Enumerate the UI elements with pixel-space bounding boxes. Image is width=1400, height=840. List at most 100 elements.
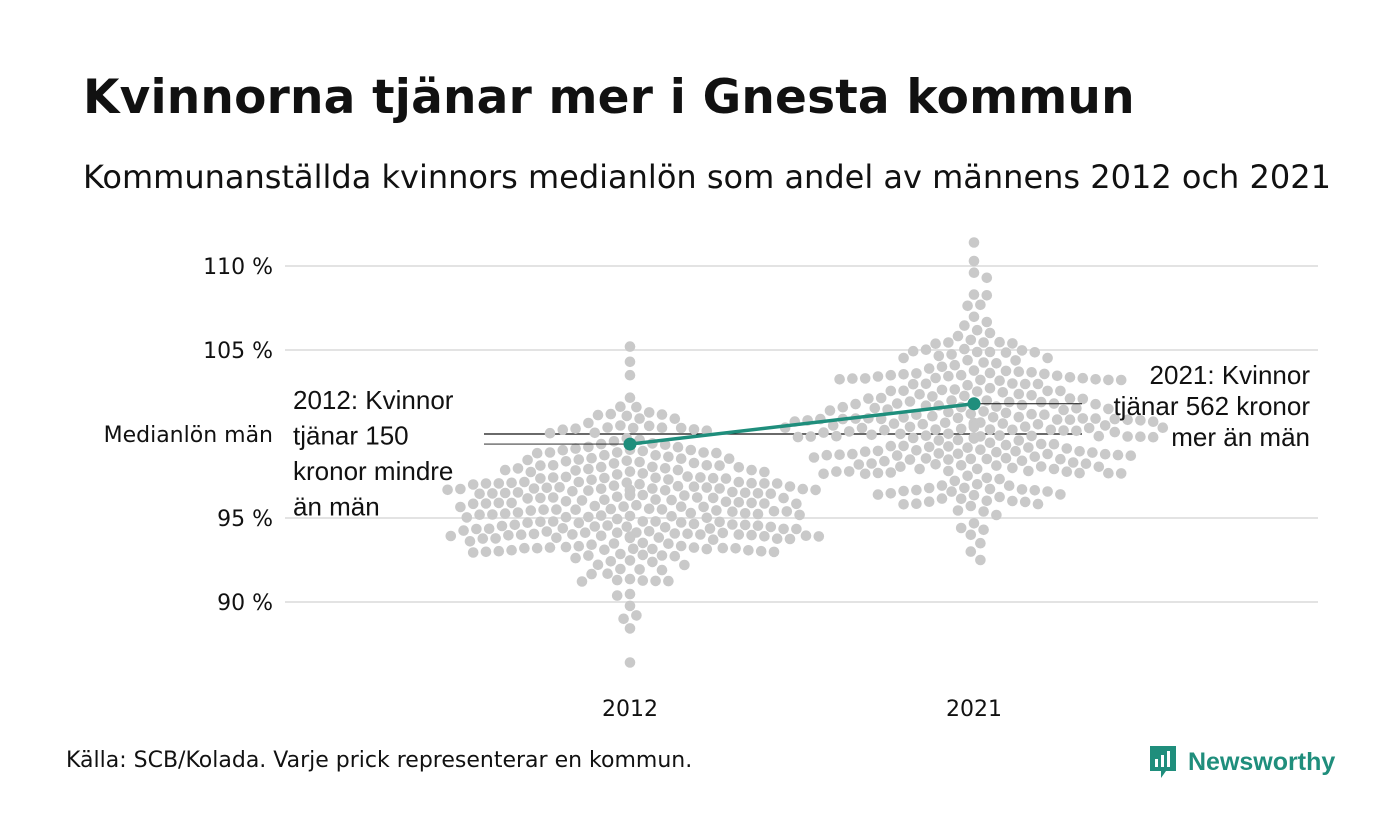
municipality-dot [898, 369, 909, 380]
municipality-dot [698, 501, 709, 513]
municipality-dot [827, 420, 839, 431]
municipality-dot [943, 441, 954, 452]
municipality-dot [971, 346, 983, 358]
municipality-dot [955, 493, 967, 505]
municipality-dot [1029, 485, 1041, 496]
municipality-dot [461, 512, 473, 523]
municipality-dot [907, 378, 919, 390]
municipality-dot [1035, 461, 1047, 472]
municipality-dot [576, 495, 588, 506]
municipality-dot [464, 536, 476, 547]
municipality-dot [663, 575, 674, 587]
municipality-dot [962, 300, 973, 312]
municipality-dot [834, 374, 845, 385]
municipality-dot [605, 408, 617, 420]
municipality-dot [955, 369, 967, 381]
municipality-dot [984, 424, 996, 435]
municipality-dot [843, 426, 855, 437]
municipality-dot [599, 472, 610, 484]
municipality-dot [650, 494, 661, 505]
brand-logo[interactable]: Newsworthy [1148, 744, 1335, 780]
municipality-dot [759, 531, 770, 542]
municipality-dot [875, 392, 887, 404]
municipality-dot [547, 516, 559, 527]
municipality-dot [624, 356, 636, 368]
municipality-dot [746, 464, 757, 476]
municipality-dot [978, 357, 989, 368]
municipality-dot [1055, 489, 1066, 500]
municipality-dot [1135, 415, 1146, 426]
municipality-dot [1109, 426, 1121, 438]
municipality-dot [885, 385, 897, 397]
municipality-dot [962, 442, 973, 454]
municipality-dot [669, 550, 681, 562]
grid-lines [285, 265, 1318, 603]
municipality-dot [891, 450, 903, 461]
municipality-dot [778, 523, 789, 535]
municipality-dot [733, 476, 745, 488]
municipality-dot [1042, 486, 1053, 497]
municipality-dot [634, 478, 645, 490]
municipality-dot [535, 492, 546, 504]
municipality-dot [949, 475, 961, 487]
municipality-dot [975, 374, 986, 386]
municipality-dot [733, 529, 745, 540]
municipality-dot [898, 412, 909, 423]
municipality-dot [467, 547, 479, 558]
municipality-dot [1032, 419, 1044, 430]
municipality-dot [1112, 449, 1124, 461]
municipality-dot [984, 327, 996, 339]
municipality-dot [859, 373, 871, 384]
municipality-dot [576, 576, 588, 587]
municipality-dot [923, 363, 935, 374]
annotation-2021-line: mer än män [1171, 422, 1310, 452]
municipality-dot [821, 449, 833, 461]
municipality-dot [914, 389, 925, 400]
municipality-dot [579, 527, 591, 538]
municipality-dot [975, 554, 986, 566]
municipality-dot [624, 510, 636, 522]
municipality-dot [1016, 345, 1028, 356]
municipality-dot [813, 531, 825, 542]
municipality-dot [608, 436, 620, 447]
municipality-dot [1039, 409, 1050, 421]
municipality-dot [512, 507, 524, 518]
municipality-dot [872, 467, 884, 479]
municipality-dot [1000, 365, 1012, 377]
municipality-dot [739, 519, 751, 531]
municipality-dot [560, 496, 572, 507]
municipality-dot [688, 481, 700, 493]
municipality-dot [445, 530, 457, 542]
municipality-dot [1090, 413, 1101, 424]
municipality-dot [943, 428, 954, 440]
municipality-dot [634, 564, 645, 575]
municipality-dot [611, 527, 623, 538]
municipality-dot [943, 406, 954, 418]
municipality-dot [1032, 498, 1044, 510]
municipality-dot [1026, 367, 1037, 378]
municipality-dot [675, 540, 687, 552]
municipality-dot [608, 538, 620, 549]
municipality-dot [923, 482, 935, 494]
municipality-dot [595, 483, 607, 495]
municipality-dot [981, 495, 993, 507]
municipality-dot [627, 422, 639, 434]
municipality-dot [560, 471, 572, 483]
municipality-dot [792, 431, 804, 443]
y-tick-label: 95 % [217, 507, 273, 532]
municipality-dot [791, 523, 802, 535]
municipality-dot [506, 497, 517, 509]
municipality-dot [752, 520, 764, 531]
municipality-dot [994, 336, 1005, 348]
municipality-dot [1103, 467, 1114, 479]
municipality-dot [952, 330, 964, 342]
municipality-dot [637, 549, 649, 561]
municipality-dot [589, 500, 601, 512]
municipality-dot [847, 448, 858, 460]
municipality-dot [560, 511, 572, 523]
municipality-dot [1064, 414, 1076, 426]
municipality-dot [952, 448, 964, 460]
municipality-dot [850, 398, 861, 410]
municipality-dot [583, 485, 594, 496]
municipality-dot [911, 445, 922, 456]
